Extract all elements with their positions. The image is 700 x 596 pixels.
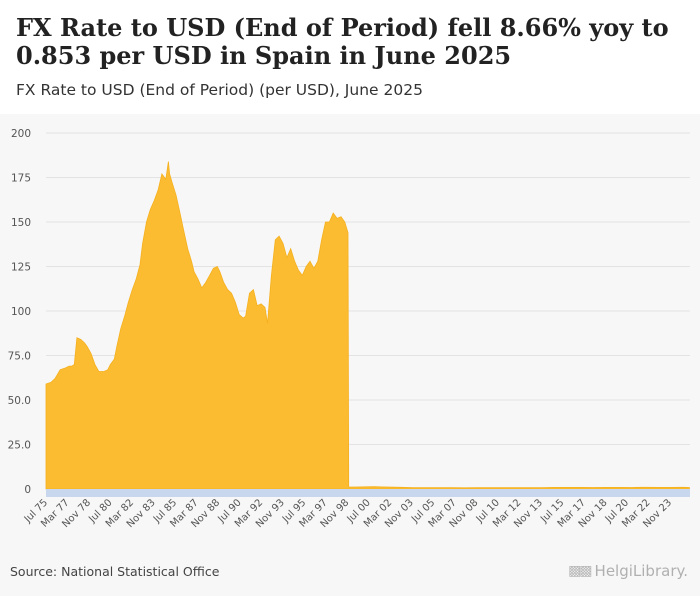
library-building-icon: ▩▩ <box>568 563 593 579</box>
y-tick-label: 25.0 <box>8 440 31 452</box>
helgilibrary-logo[interactable]: ▩▩ HelgiLibrary. <box>568 562 688 580</box>
series-area <box>45 161 690 490</box>
y-tick-label: 150 <box>11 217 31 229</box>
y-tick-label: 75.0 <box>8 351 31 363</box>
y-tick-label: 0 <box>24 484 31 496</box>
y-tick-label: 175 <box>11 173 31 185</box>
chart-subtitle: FX Rate to USD (End of Period) (per USD)… <box>16 81 423 99</box>
chart-title: FX Rate to USD (End of Period) fell 8.66… <box>16 13 669 70</box>
brand-name: HelgiLibrary. <box>594 562 688 580</box>
y-tick-label: 125 <box>11 262 31 274</box>
y-tick-label: 100 <box>11 306 31 318</box>
y-tick-label: 50.0 <box>8 395 31 407</box>
chart-header: FX Rate to USD (End of Period) fell 8.66… <box>0 0 700 114</box>
y-tick-label: 200 <box>11 128 31 140</box>
x-axis-band <box>46 489 690 497</box>
source-note: Source: National Statistical Office <box>10 564 220 579</box>
